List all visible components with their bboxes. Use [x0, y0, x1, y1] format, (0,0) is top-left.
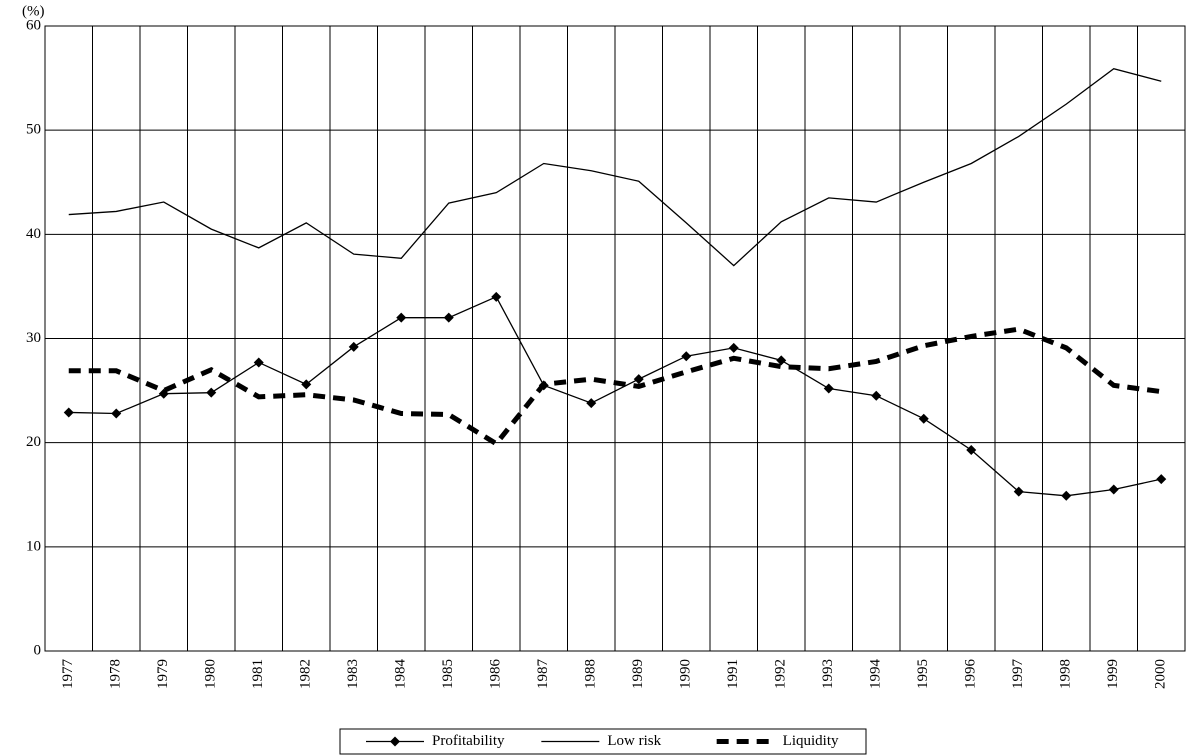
legend-label: Profitability: [432, 733, 505, 749]
x-tick-label: 1981: [250, 659, 266, 689]
marker: [871, 390, 882, 401]
x-tick-label: 1992: [773, 659, 789, 689]
marker: [1013, 486, 1024, 497]
series-line: [68, 326, 1162, 447]
marker: [823, 383, 834, 394]
marker: [111, 408, 122, 419]
x-tick-label: 1984: [393, 659, 409, 690]
series-line: [68, 67, 1162, 267]
x-tick-label: 1996: [963, 659, 979, 690]
x-tick-label: 1985: [440, 659, 456, 689]
y-tick-label: 20: [26, 434, 41, 450]
marker: [1156, 474, 1167, 485]
x-tick-label: 1997: [1010, 659, 1026, 690]
x-tick-label: 1993: [820, 659, 836, 689]
x-tick-label: 1994: [868, 659, 884, 690]
x-tick-label: 1988: [583, 659, 599, 689]
marker: [491, 291, 502, 302]
x-tick-label: 1989: [630, 659, 646, 689]
marker: [728, 342, 739, 353]
marker: [633, 374, 644, 385]
y-tick-label: 30: [26, 330, 41, 346]
series-line: [68, 295, 1162, 497]
marker: [681, 351, 692, 362]
x-tick-label: 1983: [345, 659, 361, 689]
marker: [443, 312, 454, 323]
x-tick-label: 1999: [1105, 659, 1121, 689]
x-tick-label: 1978: [108, 659, 124, 689]
marker: [206, 387, 217, 398]
marker: [1061, 490, 1072, 501]
y-tick-label: 40: [26, 226, 41, 242]
x-tick-label: 2000: [1153, 659, 1169, 689]
x-tick-label: 1979: [155, 659, 171, 689]
legend-box: [339, 728, 867, 755]
marker: [253, 357, 264, 368]
x-tick-label: 1986: [488, 659, 504, 690]
y-tick-label: 60: [26, 17, 41, 33]
marker: [966, 444, 977, 455]
y-axis-label: (%): [22, 3, 45, 19]
x-tick-label: 1998: [1058, 659, 1074, 689]
marker: [586, 398, 597, 409]
x-tick-label: 1982: [298, 659, 314, 689]
legend-label: Low risk: [607, 733, 661, 749]
y-tick-label: 0: [34, 642, 42, 658]
x-tick-label: 1977: [60, 659, 76, 690]
plot-border: [44, 25, 1186, 652]
x-tick-label: 1995: [915, 659, 931, 689]
x-tick-label: 1980: [203, 659, 219, 689]
y-tick-label: 10: [26, 538, 41, 554]
x-tick-label: 1990: [678, 659, 694, 689]
marker: [63, 407, 74, 418]
x-tick-label: 1991: [725, 659, 741, 689]
marker: [396, 312, 407, 323]
x-tick-label: 1987: [535, 659, 551, 690]
legend-marker: [390, 736, 400, 747]
marker: [301, 379, 312, 390]
y-tick-label: 50: [26, 122, 41, 138]
marker: [348, 341, 359, 352]
marker: [1108, 484, 1119, 495]
marker: [776, 355, 787, 366]
legend-label: Liquidity: [783, 733, 839, 749]
marker: [918, 413, 929, 424]
